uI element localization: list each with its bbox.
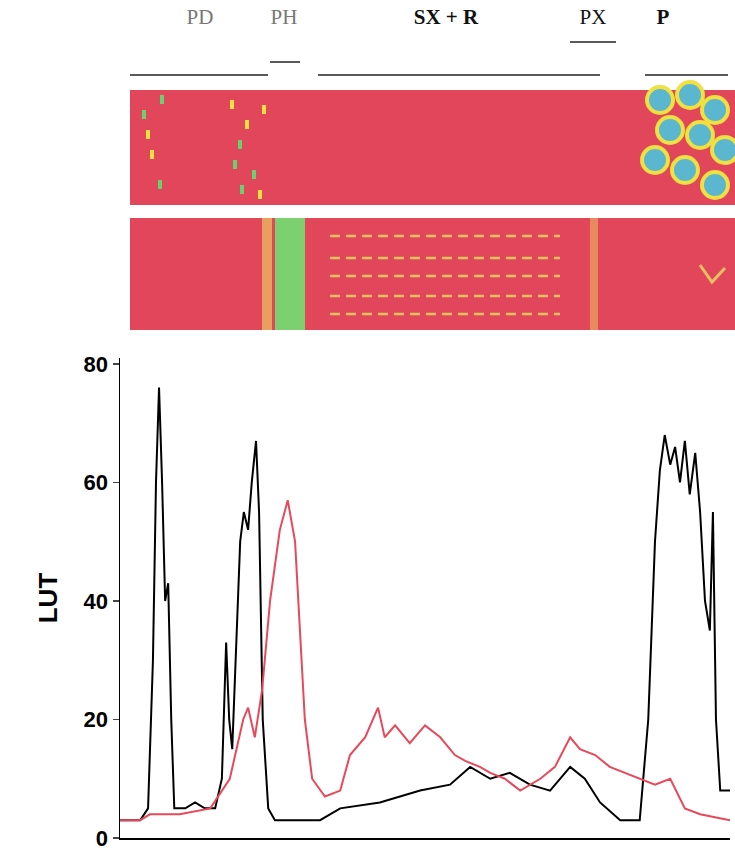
svg-text:60: 60 <box>84 470 108 495</box>
svg-text:40: 40 <box>84 589 108 614</box>
svg-text:P: P <box>657 5 670 29</box>
svg-text:PD: PD <box>187 5 214 29</box>
svg-text:PX: PX <box>580 5 607 29</box>
svg-text:0: 0 <box>96 826 108 851</box>
svg-text:LUT: LUT <box>33 573 63 624</box>
svg-text:80: 80 <box>84 352 108 377</box>
svg-text:PH: PH <box>271 5 298 29</box>
svg-text:SX + R: SX + R <box>414 5 479 29</box>
svg-text:20: 20 <box>84 707 108 732</box>
